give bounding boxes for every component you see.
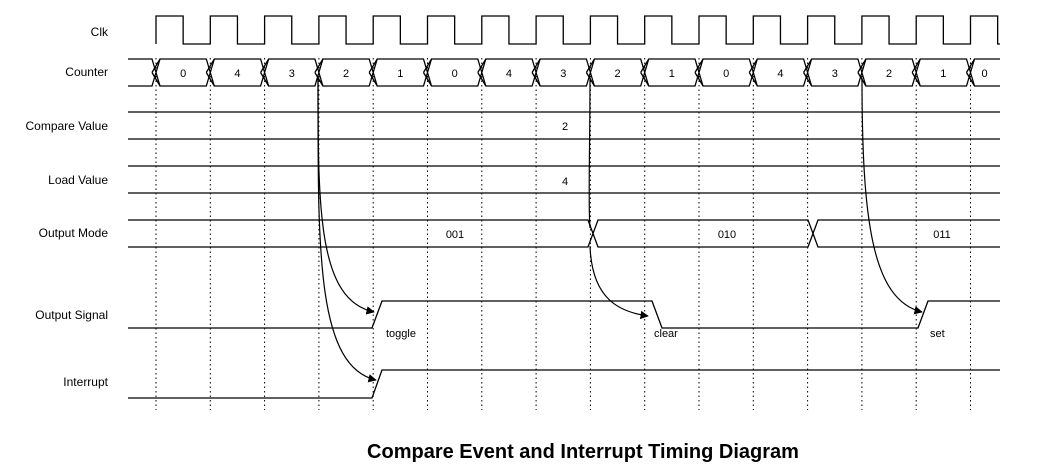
arrow-to-set — [861, 77, 923, 315]
load-value-label: Load Value — [48, 173, 108, 187]
counter-cell — [205, 58, 270, 87]
counter-cell — [911, 58, 976, 87]
arrow-to-mode-010 — [588, 77, 591, 229]
output-signal-waveform — [128, 300, 1000, 329]
counter-value: 3 — [560, 68, 566, 80]
output-mode-010: 010 — [718, 229, 736, 241]
output-mode-011: 011 — [933, 229, 951, 241]
counter-value: 0 — [180, 68, 186, 80]
counter-value: 4 — [234, 68, 240, 80]
arrow-to-toggle — [317, 77, 375, 315]
arrow-to-clear — [589, 245, 649, 320]
event-clear-label: clear — [654, 328, 678, 340]
counter-value: 0 — [452, 68, 458, 80]
output-mode-bus: 001 010 011 — [128, 219, 1000, 248]
counter-value: 2 — [614, 68, 620, 80]
dotted-guides — [155, 58, 971, 410]
counter-cell — [748, 58, 813, 87]
load-value-bus: 4 — [128, 165, 1000, 194]
event-toggle-label: toggle — [386, 328, 416, 340]
counter-cell — [151, 58, 215, 87]
interrupt-waveform — [128, 369, 1000, 399]
counter-cell — [694, 58, 758, 87]
counter-cell — [531, 58, 596, 87]
compare-value-bus: 2 — [128, 111, 1000, 140]
counter-cell — [422, 58, 487, 87]
counter-label: Counter — [65, 65, 108, 79]
counter-value: 4 — [506, 68, 512, 80]
counter-value: 1 — [940, 68, 946, 80]
counter-value: 1 — [669, 68, 675, 80]
interrupt-label: Interrupt — [63, 375, 108, 389]
event-set-label: set — [930, 328, 945, 340]
counter-value: 2 — [343, 68, 349, 80]
diagram-title: Compare Event and Interrupt Timing Diagr… — [367, 441, 799, 463]
load-value-text: 4 — [562, 176, 568, 188]
counter-cell — [314, 58, 378, 87]
counter-cell — [477, 58, 541, 87]
counter-value: 4 — [777, 68, 783, 80]
counter-value: 2 — [886, 68, 892, 80]
clk-label: Clk — [91, 25, 109, 39]
counter-value: 3 — [289, 68, 295, 80]
counter-bus: 0 4 3 2 1 0 4 3 2 1 0 4 3 2 1 0 — [128, 58, 1000, 87]
counter-value: 0 — [723, 68, 729, 80]
output-mode-label: Output Mode — [39, 226, 109, 240]
counter-cell — [803, 58, 867, 87]
counter-cell — [260, 58, 324, 87]
counter-cell — [640, 58, 704, 87]
compare-value-label: Compare Value — [26, 119, 109, 133]
output-signal-label: Output Signal — [35, 308, 108, 322]
counter-cell — [368, 58, 433, 87]
counter-value: 3 — [832, 68, 838, 80]
output-mode-001: 001 — [446, 229, 464, 241]
compare-value-text: 2 — [562, 121, 568, 133]
arrow-to-interrupt — [317, 77, 377, 383]
counter-cell — [965, 58, 1000, 87]
counter-value: 0 — [981, 68, 987, 80]
clk-waveform — [155, 15, 1000, 45]
counter-value: 1 — [397, 68, 403, 80]
